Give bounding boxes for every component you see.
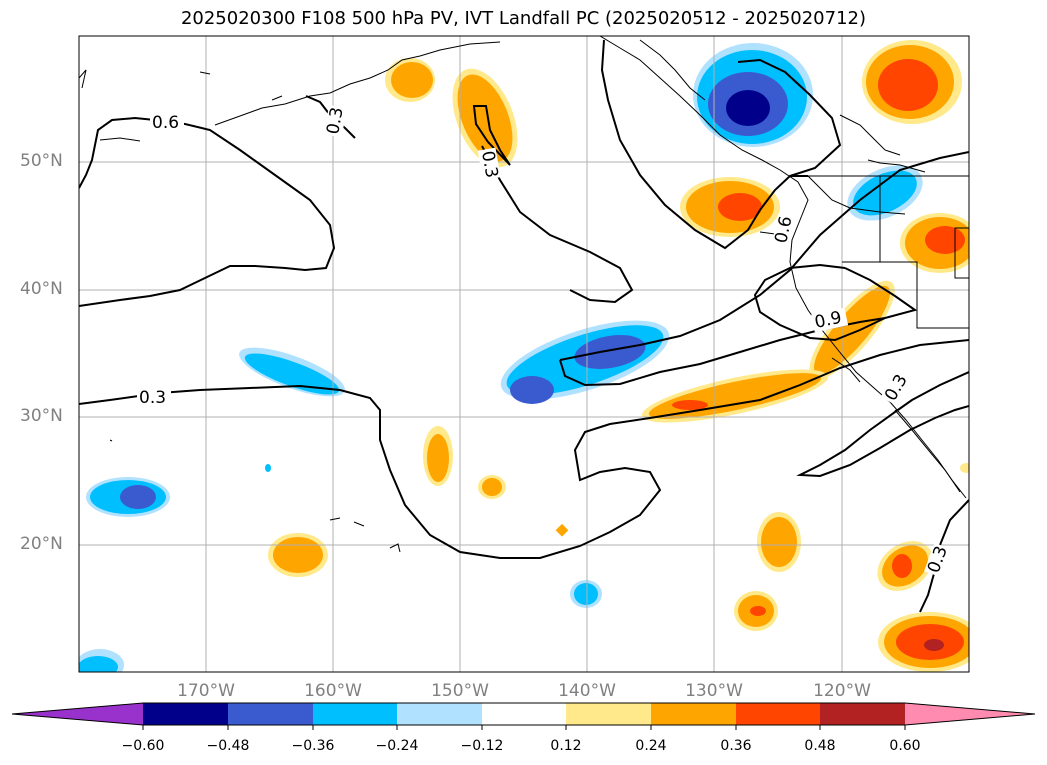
lat-label: 30°N <box>20 406 63 426</box>
neg-anomaly-far-west <box>86 477 170 517</box>
lon-label: 130°W <box>685 681 743 701</box>
colorbar-bin <box>313 703 397 725</box>
pos-anomaly-ne-corner <box>862 40 962 124</box>
colorbar-tick-label: −0.48 <box>206 738 250 754</box>
lat-label: 50°N <box>20 151 63 171</box>
pos-anomaly-gulf <box>452 68 518 168</box>
colorbar-tick-label: 0.12 <box>550 738 582 754</box>
colorbar-extend-high <box>905 703 1035 725</box>
pos-anomaly-edge <box>960 463 969 473</box>
contour-label: 0.3 <box>323 106 347 136</box>
colorbar-tick-label: −0.60 <box>121 738 165 754</box>
colorbar-extend-low <box>12 703 143 725</box>
colorbar-bin <box>566 703 651 725</box>
neg-anomaly-sw-corner <box>79 649 124 672</box>
shading-layer <box>79 40 969 672</box>
neg-anomaly-subtropical-west <box>239 347 345 397</box>
pos-anomaly-tropics-b <box>734 591 778 631</box>
neg-anomaly-central <box>500 320 670 404</box>
lon-label: 150°W <box>431 681 489 701</box>
lon-label: 170°W <box>177 681 235 701</box>
colorbar-bin <box>228 703 313 725</box>
contour-label: 0.3 <box>139 388 166 408</box>
pos-anomaly-speck <box>555 523 569 537</box>
pos-anomaly-plume <box>642 369 828 423</box>
lat-label: 20°N <box>20 534 63 554</box>
contour-label: 0.3 <box>881 371 912 404</box>
pos-anomaly-tropics-a <box>757 512 801 572</box>
pos-anomaly-great-basin <box>900 213 969 273</box>
colorbar-bin <box>397 703 482 725</box>
pos-anomaly-central-south <box>423 426 453 486</box>
pos-anomaly-alaska <box>385 58 435 102</box>
pos-anomaly-se-corner <box>878 612 969 672</box>
lat-label: 40°N <box>20 279 63 299</box>
colorbar-tick-label: −0.24 <box>375 738 419 754</box>
lon-label: 160°W <box>304 681 362 701</box>
colorbar-bin <box>736 703 820 725</box>
colorbar-tick-label: 0.36 <box>720 738 752 754</box>
colorbar-bin <box>482 703 566 725</box>
colorbar-tick-label: 0.24 <box>635 738 667 754</box>
pos-anomaly-california <box>809 280 895 380</box>
pos-anomaly-sw <box>268 533 328 577</box>
contour-label: 0.6 <box>152 113 179 133</box>
map-title: 2025020300 F108 500 hPa PV, IVT Landfall… <box>180 8 867 29</box>
neg-anomaly-speck <box>265 464 271 472</box>
neg-anomaly-pnw <box>847 165 923 221</box>
contour-label-group: 0.6 0.3 0.3 0.3 0.6 0.9 0.3 0.3 <box>137 104 952 578</box>
pos-anomaly-offshore-nw <box>680 177 780 237</box>
colorbar-bin <box>651 703 736 725</box>
lon-label: 140°W <box>558 681 616 701</box>
contour-label: 0.6 <box>771 214 796 245</box>
pos-anomaly-small-south <box>478 475 506 499</box>
lon-label: 120°W <box>813 681 871 701</box>
neg-anomaly-south <box>570 580 602 608</box>
neg-anomaly-bc-coast <box>693 43 813 147</box>
colorbar-tick-label: −0.36 <box>291 738 335 754</box>
coastlines <box>79 36 969 553</box>
colorbar-tick-label: 0.60 <box>889 738 921 754</box>
colorbar-tick-label: −0.12 <box>460 738 504 754</box>
contour-label: 0.3 <box>477 149 501 179</box>
colorbar-bin <box>143 703 228 725</box>
colorbar <box>11 702 1036 730</box>
colorbar-bin <box>820 703 905 725</box>
map-frame <box>78 35 970 673</box>
pos-anomaly-tropics-c <box>877 541 933 591</box>
colorbar-tick-label: 0.48 <box>804 738 836 754</box>
